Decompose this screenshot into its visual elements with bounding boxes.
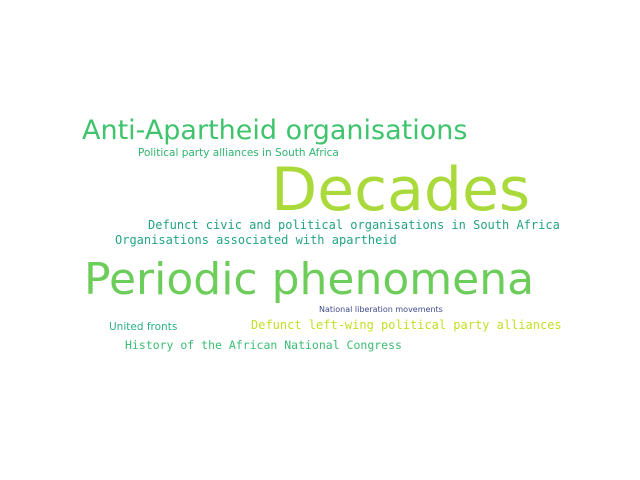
word-defunct-left-wing-alliances: Defunct left-wing political party allian… bbox=[251, 318, 562, 332]
word-political-party-alliances: Political party alliances in South Afric… bbox=[138, 147, 339, 159]
word-organisations-associated-with-apartheid: Organisations associated with apartheid bbox=[115, 233, 397, 247]
word-decades: Decades bbox=[271, 155, 531, 225]
word-anti-apartheid-organisations: Anti-Apartheid organisations bbox=[82, 115, 468, 146]
word-history-of-anc: History of the African National Congress bbox=[125, 338, 402, 352]
word-united-fronts: United fronts bbox=[109, 321, 178, 333]
word-defunct-civic-political-organisations: Defunct civic and political organisation… bbox=[148, 218, 560, 232]
word-periodic-phenomena: Periodic phenomena bbox=[84, 254, 535, 305]
word-national-liberation-movements: National liberation movements bbox=[319, 305, 443, 314]
